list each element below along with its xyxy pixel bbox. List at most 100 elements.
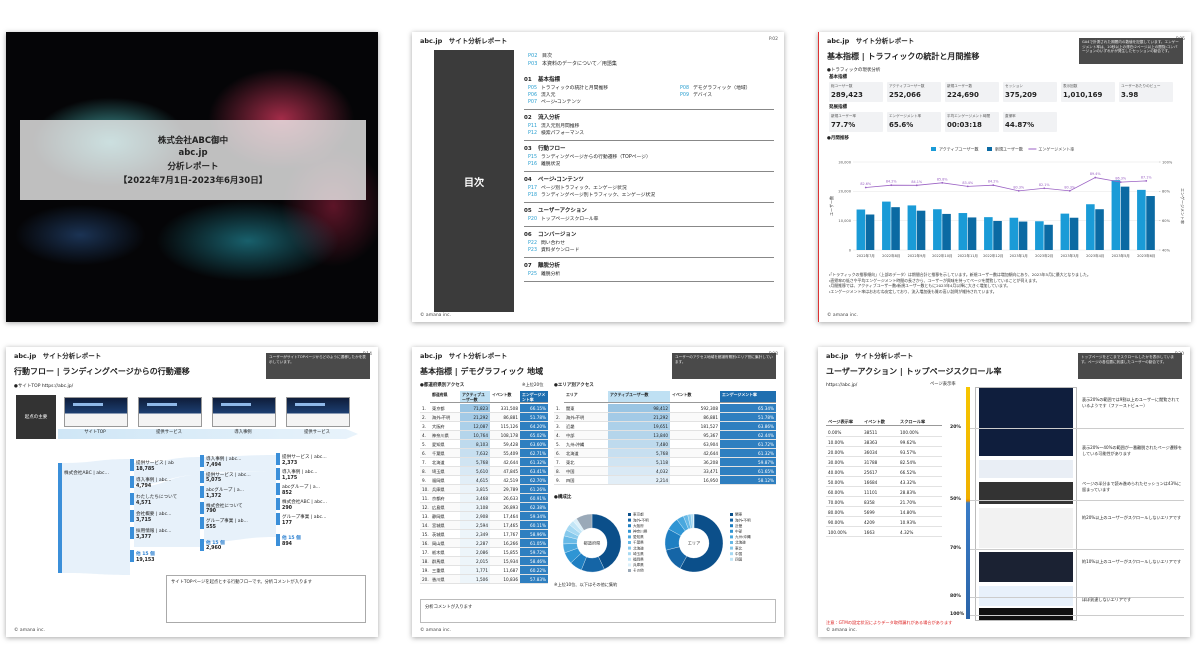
table-cell: 59.87% xyxy=(720,458,776,467)
table-cell: 兵庫県 xyxy=(430,485,460,494)
thumbnail-graphic xyxy=(221,403,251,406)
screenshot-block xyxy=(979,388,1073,456)
toc-label: 本資料のデータについて／用語集 xyxy=(542,60,617,67)
legend-swatch xyxy=(987,147,992,151)
table-cell: 海外・不明 xyxy=(430,413,460,422)
toc-divider xyxy=(524,171,774,172)
toc-section-number: 04 xyxy=(524,177,532,183)
toc-page: P09 xyxy=(680,93,689,98)
flow-node-bar xyxy=(276,453,280,465)
table-scope: ※上位20位 xyxy=(522,382,544,387)
metric-value: 289,423 xyxy=(831,91,863,99)
section-label: ●トラフィックの現状分析 xyxy=(827,68,881,73)
table-cell: 57.83% xyxy=(520,575,548,584)
flow-node-label: 提供サービス | abc... xyxy=(206,472,251,478)
bar xyxy=(1146,196,1155,250)
table-cell: 65.02% xyxy=(520,431,548,440)
legend-swatch xyxy=(730,513,733,516)
legend-label: 福岡県 xyxy=(633,557,644,562)
comment-box: サイトTOPページを起点とする行動フローです。分析コメントが入ります xyxy=(166,575,366,623)
toc-section-number: 06 xyxy=(524,232,532,238)
cover-site: abc.jp xyxy=(178,148,208,158)
toc-label: 資料ダウンロード xyxy=(541,248,580,253)
slide-title: 基本指標 | デモグラフィック 地域 xyxy=(420,367,544,376)
table-cell: 神奈川県 xyxy=(430,431,460,440)
table-cell: 14.80% xyxy=(898,508,942,517)
flow-node-bar xyxy=(276,534,280,546)
x-tick-label: 2022年9月 xyxy=(908,253,926,258)
toc-label: ページ・コンテンツ xyxy=(541,100,581,105)
table-cell: 三重県 xyxy=(430,566,460,575)
screenshot-block xyxy=(979,608,1073,620)
table-cell: 66.15% xyxy=(520,404,548,413)
table-cell: 64.20% xyxy=(520,422,548,431)
table-cell: 70.00% xyxy=(826,498,862,507)
table-cell: 25617 xyxy=(862,468,898,477)
legend-swatch xyxy=(730,546,733,550)
table-cell: 42,519 xyxy=(490,476,520,485)
data-label: 89.4% xyxy=(1090,172,1102,176)
y2-tick-label: 100% xyxy=(1162,160,1173,164)
table-cell: 63.86% xyxy=(720,422,776,431)
scroll-depth-bar xyxy=(966,387,970,619)
table-header: アクティブユーザー数 xyxy=(608,391,670,403)
toc-page: P22 xyxy=(528,241,537,246)
screenshot-block xyxy=(979,482,1073,504)
table-cell: 21.70% xyxy=(898,498,942,507)
toc-divider xyxy=(524,140,774,141)
table-cell: 8. xyxy=(554,467,564,476)
thumbnail-graphic xyxy=(73,403,103,406)
toc-page: P08 xyxy=(680,86,689,91)
table-cell: 331,508 xyxy=(490,404,520,413)
table-cell: 1,771 xyxy=(460,566,490,575)
table-cell: 62.70% xyxy=(520,476,548,485)
toc-label: 目次 xyxy=(542,53,553,59)
bar xyxy=(916,210,926,250)
table-cell: 15,934 xyxy=(490,557,520,566)
table-cell: 2,908 xyxy=(460,512,490,521)
table-cell: 21,292 xyxy=(460,413,490,422)
table-cell: 42,644 xyxy=(490,458,520,467)
toc-label: 流入元 xyxy=(541,93,556,98)
legend-label: 東北 xyxy=(735,545,743,550)
marker-line xyxy=(970,549,1184,550)
table-cell: 愛知県 xyxy=(430,440,460,449)
y2-tick-label: 40% xyxy=(1162,248,1171,252)
toc-section-title: 離脱分析 xyxy=(538,263,561,269)
flow-node-bar xyxy=(200,455,204,467)
table-cell: 93.57% xyxy=(898,448,942,457)
line-point xyxy=(1094,176,1097,179)
bar xyxy=(933,209,942,250)
table-cell: 1663 xyxy=(862,528,898,537)
toc-section-title: コンバージョン xyxy=(538,232,577,238)
table-cell: 14. xyxy=(420,521,430,530)
table-cell: 4,032 xyxy=(608,467,670,476)
flow-node-value: 4,571 xyxy=(136,500,152,506)
table-cell: 33,471 xyxy=(670,467,720,476)
toc-section-number: 07 xyxy=(524,263,532,269)
table-cell: 4.32% xyxy=(898,528,942,537)
flow-node-bar xyxy=(276,498,280,510)
table-cell: 10.00% xyxy=(826,438,862,447)
table-cell: 9. xyxy=(420,476,430,485)
table-cell: 2,594 xyxy=(460,521,490,530)
bar xyxy=(1069,217,1079,250)
metric-label: 平均エンゲージメント時間 xyxy=(947,114,991,118)
comment-block: ・「トラフィックの推移傾向」（上部のデータ）は期間合計と推移を示しています。新規… xyxy=(829,272,1181,295)
flow-node-value: 7,494 xyxy=(206,462,222,468)
finding-text: 約10%以上のユーザーがスクロールしないエリアです xyxy=(1082,559,1182,564)
toc-page: P03 xyxy=(528,60,538,67)
table-cell: 30.00% xyxy=(826,458,862,467)
footer: © amana inc. xyxy=(420,628,451,633)
line-point xyxy=(1017,189,1020,192)
legend-swatch xyxy=(628,569,631,572)
flow-target: ●サイトTOP https://abc.jp/ xyxy=(14,384,74,389)
legend-label: アクティブユーザー数 xyxy=(939,146,978,152)
table-cell: 63.60% xyxy=(520,440,548,449)
report-header: abc.jp サイト分析レポート xyxy=(827,37,915,45)
metric-label: 総ユーザー数 xyxy=(831,84,853,88)
data-label: 83.4% xyxy=(962,181,974,185)
flow-node-value: 1,372 xyxy=(206,493,222,499)
table-cell: 59,428 xyxy=(490,440,520,449)
